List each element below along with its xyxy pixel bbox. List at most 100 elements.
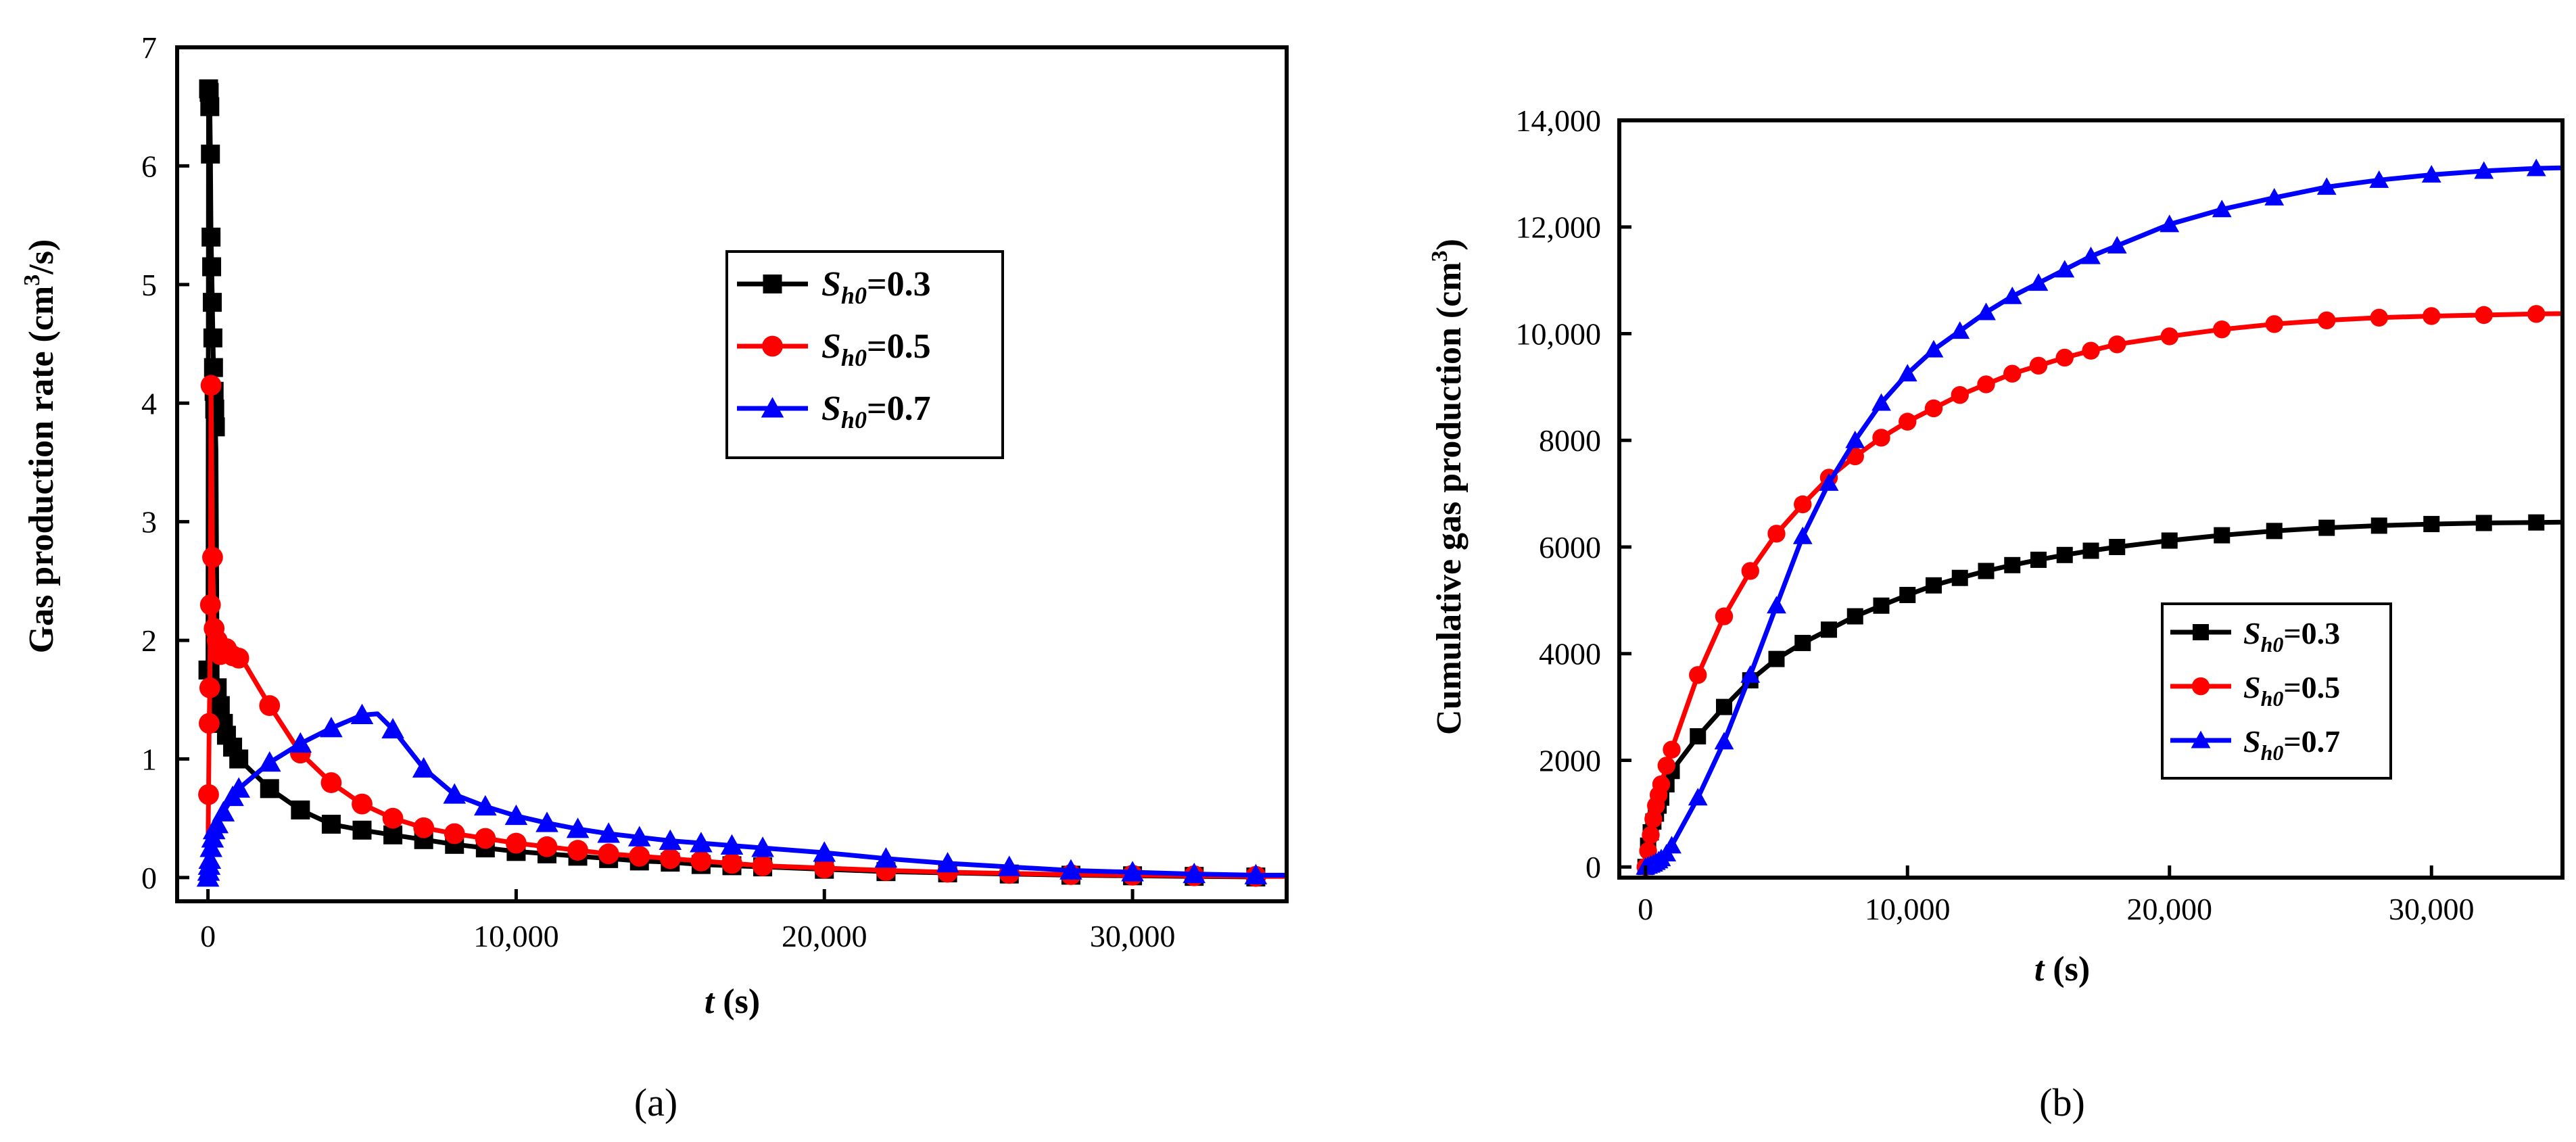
legend-marker	[762, 335, 783, 357]
series-Sh0-03-point	[352, 820, 372, 840]
series-Sh0-07-point	[381, 717, 404, 739]
series-Sh0-07-point	[212, 801, 235, 822]
series-Sh0-07-point	[597, 822, 620, 843]
series-Sh0-05-point	[382, 807, 404, 829]
series-Sh0-07-point	[1950, 321, 1970, 339]
series-Sh0-05-point	[2029, 356, 2048, 375]
series-Sh0-05-point	[506, 832, 527, 854]
series-Sh0-07-point	[1740, 665, 1761, 683]
series-Sh0-05-point	[2055, 348, 2074, 367]
x-tick-label: 0	[200, 919, 216, 953]
series-Sh0-05-point	[1644, 810, 1663, 828]
series-Sh0-03-line	[1643, 519, 2563, 867]
series-Sh0-03-point	[321, 814, 341, 834]
series-Sh0-05	[1636, 305, 2563, 876]
legend-label: Sh0=0.7	[2243, 724, 2340, 765]
series-Sh0-05-point	[475, 828, 496, 849]
series-Sh0-07-point	[1897, 364, 1917, 382]
legend-marker	[2191, 730, 2211, 748]
series-Sh0-05-point	[567, 840, 588, 861]
y-tick-label: 8000	[1539, 423, 1601, 458]
series-Sh0-03-point	[2370, 517, 2387, 534]
series-Sh0-03-point	[2004, 556, 2021, 573]
legend-label: Sh0=0.7	[821, 389, 931, 433]
x-tick-label: 20,000	[2127, 892, 2213, 926]
series-Sh0-07-point	[227, 777, 250, 798]
series-Sh0-03-point	[201, 144, 220, 164]
series-Sh0-05-point	[199, 677, 220, 698]
y-tick-label: 7	[141, 30, 157, 65]
series-Sh0-05-point	[2160, 327, 2178, 346]
series-Sh0-07-point	[1767, 596, 1786, 614]
series-Sh0-07-point	[690, 832, 713, 853]
y-tick-label: 4000	[1539, 637, 1601, 671]
series-Sh0-03-point	[205, 400, 224, 419]
series-Sh0-07-point	[813, 841, 836, 862]
series-Sh0-07-point	[412, 757, 435, 778]
series-Sh0-07-point	[350, 703, 374, 725]
series-Sh0-05-point	[1642, 826, 1660, 844]
series-Sh0-07-point	[2421, 165, 2441, 183]
series-Sh0-03-point	[202, 293, 222, 312]
series-Sh0-05-point	[1689, 666, 1707, 684]
series-Sh0-03-point	[1716, 698, 1732, 715]
series-Sh0-07	[196, 703, 1287, 887]
y-tick-label: 6	[141, 149, 157, 183]
series-Sh0-03-point	[2030, 551, 2047, 568]
series-Sh0-07-point	[1059, 859, 1082, 880]
series-Sh0-05-point	[1715, 607, 1734, 625]
series-Sh0-07-point	[289, 732, 312, 753]
series-Sh0-03-point	[203, 328, 222, 348]
series-Sh0-07-point	[874, 847, 898, 868]
y-tick-label: 12,000	[1516, 210, 1602, 245]
series-Sh0-07-point	[1688, 788, 1708, 806]
series-Sh0-03-point	[2528, 514, 2545, 531]
series-Sh0-03-point	[2475, 515, 2492, 531]
series-Sh0-07-point	[2212, 199, 2232, 218]
series-Sh0-07-point	[936, 852, 959, 873]
series-Sh0-07-point	[2081, 246, 2101, 264]
series-Sh0-03	[1637, 514, 2563, 876]
y-tick-label: 3	[141, 505, 157, 540]
series-Sh0-07-point	[474, 794, 497, 816]
panel-b-y-axis-title: Cumulative gas production (cm3)	[1427, 239, 1469, 735]
legend-marker	[2193, 624, 2209, 640]
series-Sh0-05-point	[2265, 315, 2283, 333]
series-Sh0-07-point	[659, 829, 682, 850]
series-Sh0-07-point	[1662, 836, 1681, 854]
series-Sh0-07-point	[1819, 473, 1839, 491]
series-Sh0-05-point	[536, 836, 558, 857]
series-Sh0-05-point	[1767, 525, 1786, 543]
series-Sh0-07-point	[751, 836, 774, 857]
series-Sh0-05-point	[444, 823, 465, 844]
series-Sh0-03-point	[1821, 621, 1837, 638]
panel-a-x-axis-title: t (s)	[705, 982, 760, 1021]
series-Sh0-03-point	[2318, 519, 2335, 536]
series-Sh0-05-point	[1794, 495, 1812, 514]
series-Sh0-07-point	[2316, 177, 2337, 195]
series-Sh0-07-point	[2160, 214, 2180, 233]
x-tick-label: 10,000	[473, 919, 559, 953]
series-Sh0-03-point	[1794, 634, 1811, 651]
x-tick-label: 30,000	[1090, 919, 1176, 953]
x-tick-label: 0	[1638, 892, 1653, 926]
panel-a-caption: (a)	[634, 1080, 677, 1124]
x-tick-label: 10,000	[1865, 892, 1951, 926]
series-Sh0-03-point	[1873, 597, 1890, 614]
panel-a-series-group	[196, 79, 1287, 887]
panel-a-legend: Sh0=0.3 Sh0=0.5 Sh0=0.7	[725, 250, 1004, 459]
series-Sh0-05-point	[2475, 306, 2493, 325]
series-Sh0-05-point	[2527, 305, 2546, 323]
series-Sh0-05-point	[199, 713, 220, 734]
series-Sh0-07-point	[320, 717, 343, 738]
series-Sh0-07-point	[627, 826, 651, 847]
panel-b-x-axis-title: t (s)	[2034, 950, 2090, 989]
series-Sh0-03-point	[291, 800, 310, 819]
series-Sh0-07-point	[198, 848, 222, 870]
series-Sh0-07-point	[258, 751, 281, 772]
series-Sh0-03-point	[1926, 577, 1942, 594]
series-Sh0-07-point	[1714, 732, 1734, 750]
series-Sh0-07-point	[1871, 393, 1891, 411]
series-Sh0-07-point	[1976, 302, 1996, 320]
